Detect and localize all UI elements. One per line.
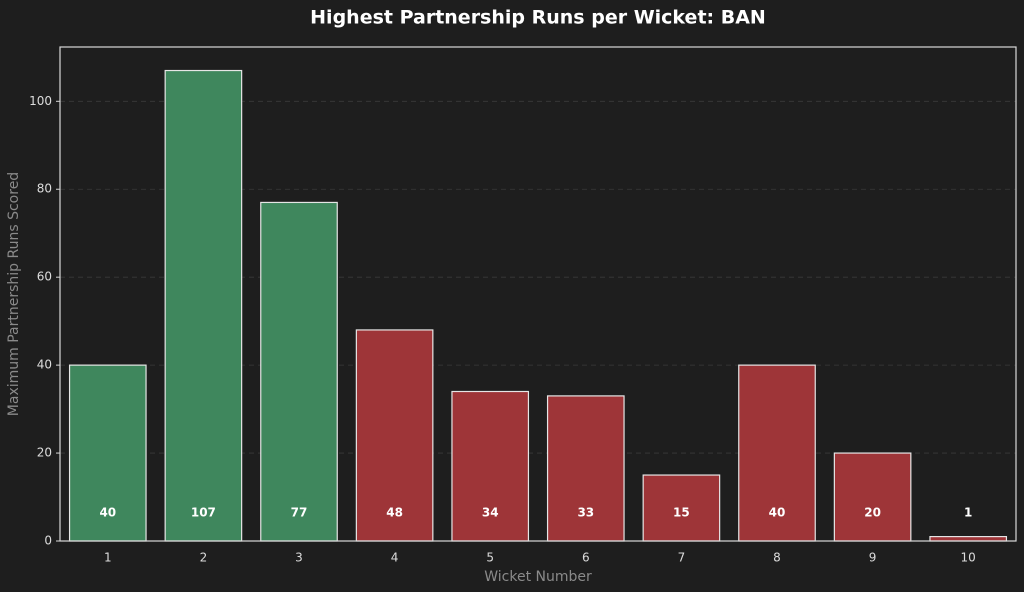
plot-area: 0 20 40 60 80 100 1 40 2 107 3 77 4 48 5 34 6 33 7 15 8 40 9 20… bbox=[29, 69, 1016, 565]
chart-title: Highest Partnership Runs per Wicket: BAN bbox=[310, 7, 766, 29]
x-tick-label: 9 bbox=[869, 551, 877, 565]
x-tick-label: 2 bbox=[200, 551, 208, 565]
bar bbox=[546, 395, 625, 542]
value-label: 1 bbox=[964, 506, 972, 520]
y-tick-label: 100 bbox=[29, 94, 52, 108]
value-label: 33 bbox=[577, 506, 594, 520]
plot-frame bbox=[59, 46, 1017, 542]
y-tick-label: 60 bbox=[37, 270, 52, 284]
bar bbox=[929, 536, 1008, 542]
y-tick-label: 20 bbox=[37, 446, 52, 460]
bar bbox=[260, 201, 338, 542]
x-tick-label: 6 bbox=[582, 551, 590, 565]
bar bbox=[738, 364, 816, 542]
x-tick-label: 4 bbox=[391, 551, 399, 565]
value-label: 48 bbox=[386, 506, 403, 520]
x-tick-label: 3 bbox=[295, 551, 303, 565]
bar bbox=[833, 452, 912, 542]
value-label: 20 bbox=[864, 506, 881, 520]
value-label: 40 bbox=[769, 506, 786, 520]
value-label: 34 bbox=[482, 506, 499, 520]
y-tick-label: 0 bbox=[44, 534, 52, 548]
y-tick-label: 80 bbox=[37, 182, 52, 196]
x-tick-label: 8 bbox=[773, 551, 781, 565]
bar bbox=[451, 390, 530, 542]
x-tick-label: 7 bbox=[678, 551, 686, 565]
value-label: 40 bbox=[99, 506, 116, 520]
value-label: 107 bbox=[191, 506, 216, 520]
x-tick-label: 10 bbox=[961, 551, 976, 565]
x-tick-label: 5 bbox=[486, 551, 494, 565]
bar bbox=[164, 69, 243, 542]
x-tick-label: 1 bbox=[104, 551, 112, 565]
x-axis-label: Wicket Number bbox=[484, 569, 592, 585]
bar bbox=[355, 329, 434, 542]
y-axis-label: Maximum Partnership Runs Scored bbox=[6, 172, 22, 416]
y-tick-label: 40 bbox=[37, 358, 52, 372]
value-label: 15 bbox=[673, 506, 690, 520]
value-label: 77 bbox=[291, 506, 308, 520]
